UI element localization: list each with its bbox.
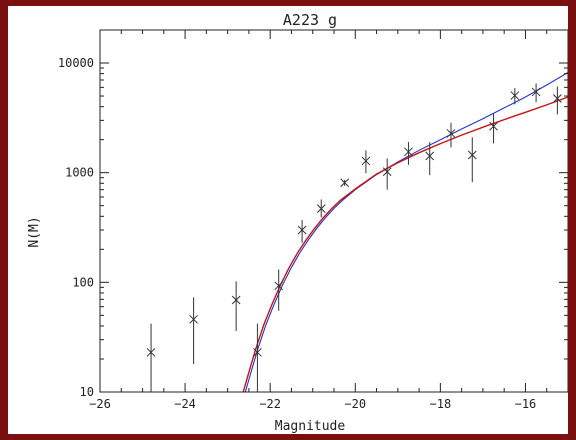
marker-stroke	[274, 281, 284, 291]
marker-stroke	[425, 151, 435, 161]
data-point	[467, 137, 477, 183]
data-point	[553, 86, 562, 115]
marker-stroke	[361, 156, 371, 166]
marker-stroke	[340, 178, 349, 188]
marker-stroke	[189, 314, 198, 324]
y-tick-label: 100	[72, 275, 94, 289]
x-tick-label: −24	[174, 397, 196, 411]
data-point	[274, 269, 284, 311]
fit-curve-2	[242, 96, 568, 392]
x-tick-label: −20	[344, 397, 366, 411]
data-point	[361, 150, 371, 174]
plot-frame: A223 g N(M) Magnitude −26 −24 −22 −20 −18 −16…	[8, 6, 569, 434]
data-point	[446, 122, 456, 148]
marker-stroke	[297, 225, 307, 235]
data-point	[189, 297, 198, 365]
chart-title: A223 g	[283, 11, 337, 29]
x-tick-label: −16	[515, 397, 537, 411]
chart: A223 g N(M) Magnitude −26 −24 −22 −20 −18 −16…	[27, 11, 569, 434]
x-tick-label: −26	[89, 397, 111, 411]
marker-stroke	[316, 204, 326, 213]
x-tick-label: −18	[430, 397, 452, 411]
data-point	[146, 323, 156, 392]
y-tick-label: 10000	[58, 56, 94, 70]
data-point	[297, 220, 307, 243]
data-point	[404, 142, 413, 165]
marker-stroke	[253, 347, 262, 357]
marker-stroke	[446, 129, 456, 138]
data-point	[253, 323, 262, 392]
marker-stroke	[231, 295, 241, 305]
data-point	[510, 88, 520, 105]
y-tick-label: 10	[80, 385, 94, 399]
data-points	[146, 83, 562, 392]
marker-stroke	[510, 91, 520, 100]
data-point	[340, 178, 349, 188]
marker-stroke	[467, 150, 477, 160]
y-axis-label: N(M)	[27, 216, 42, 247]
data-point	[489, 113, 498, 144]
fit-curve-1	[244, 72, 568, 392]
data-point	[316, 199, 326, 218]
data-point	[382, 158, 392, 190]
data-point	[425, 142, 435, 176]
fit-curves	[242, 72, 568, 392]
axes: −26 −24 −22 −20 −18 −16 10 100 1000 10000	[58, 29, 569, 411]
y-tick-label: 1000	[65, 166, 94, 180]
axes-box	[99, 29, 569, 393]
marker-stroke	[404, 147, 413, 157]
marker-stroke	[553, 94, 562, 103]
marker-stroke	[489, 121, 498, 131]
x-tick-label: −22	[259, 397, 281, 411]
marker-stroke	[146, 347, 156, 357]
data-point	[231, 281, 241, 331]
marker-stroke	[531, 87, 541, 97]
marker-stroke	[382, 167, 392, 177]
data-point	[531, 83, 541, 103]
x-axis-label: Magnitude	[275, 419, 346, 434]
